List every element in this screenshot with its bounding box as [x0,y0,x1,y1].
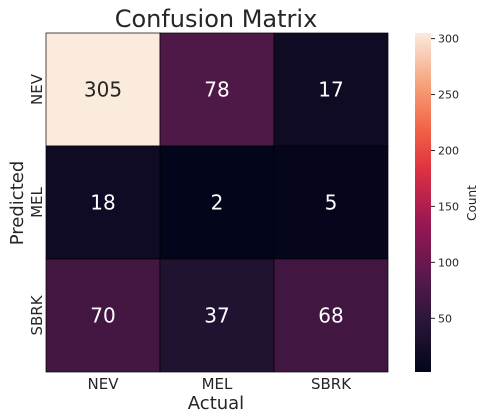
colorbar-tick-label: 150 [438,200,459,213]
cell-value-label: 305 [84,78,122,102]
heatmap-cell [159,32,275,147]
y-axis-label: Predicted [7,161,28,246]
y-tick-label: SBRK [28,294,46,335]
x-tick-label: MEL [202,375,233,393]
heatmap-cell [45,258,161,373]
cell-value-label: 2 [211,191,224,215]
y-tick-label: MEL [28,186,46,217]
colorbar-ticks: 50 100 150 200 250 300 [431,33,459,325]
colorbar: 50 100 150 200 250 300 Count [415,33,479,372]
cell-value-label: 78 [204,78,229,102]
heatmap-cell [159,258,275,373]
colorbar-label: Count [465,185,479,221]
heatmap-cell [45,32,161,147]
colorbar-tick-label: 50 [438,312,452,325]
x-axis-label: Actual [188,393,244,414]
heatmap-cell [273,258,389,373]
cell-value-label: 17 [318,78,343,102]
cell-value-label: 37 [204,304,229,328]
heatmap-cell [159,145,275,260]
colorbar-tick-label: 200 [438,144,459,157]
heatmap-cell [273,32,389,147]
x-axis-ticks: NEV MEL SBRK [88,375,353,393]
x-tick-label: NEV [88,375,120,393]
cell-value-label: 68 [318,304,343,328]
chart-title: Confusion Matrix [115,5,318,33]
heatmap-cell [45,145,161,260]
colorbar-tick-label: 100 [438,256,459,269]
colorbar-tick-label: 300 [438,33,459,46]
y-axis-ticks: NEV MEL SBRK [28,73,46,335]
cell-value-label: 5 [325,191,338,215]
y-tick-label: NEV [28,73,46,105]
cell-value-label: 70 [90,304,115,328]
heatmap-cells: 305 78 17 18 2 5 70 37 68 [45,32,389,373]
x-tick-label: SBRK [311,375,352,393]
heatmap-cell [273,145,389,260]
colorbar-gradient [415,33,431,372]
colorbar-tick-label: 250 [438,89,459,102]
cell-value-label: 18 [90,191,115,215]
